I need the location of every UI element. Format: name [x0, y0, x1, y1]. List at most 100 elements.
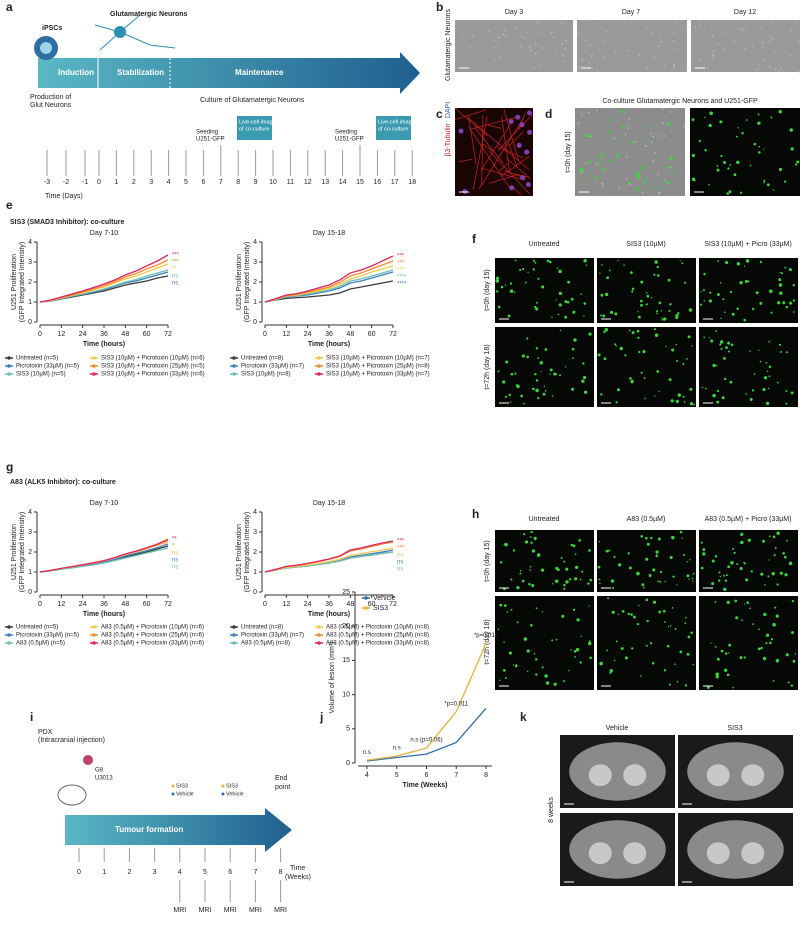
- legend-swatch: [317, 625, 321, 629]
- point-label: *p=0.010: [474, 633, 499, 639]
- texture: [657, 173, 659, 176]
- texture: [673, 66, 676, 69]
- cell: [496, 290, 499, 293]
- label: Glutamatergic Neurons: [110, 11, 188, 18]
- cell: [749, 607, 751, 609]
- texture: [664, 178, 666, 181]
- cell: [570, 543, 574, 547]
- texture: [789, 54, 791, 57]
- cell: [699, 303, 703, 306]
- cell: [504, 677, 507, 680]
- texture: [578, 66, 581, 68]
- cell: [714, 555, 718, 558]
- fiber: [496, 146, 524, 158]
- cell: [784, 266, 787, 269]
- legend-swatch: [92, 356, 96, 360]
- fiber: [455, 108, 488, 136]
- fiber: [472, 115, 488, 190]
- cell: [552, 583, 554, 585]
- mri-label: MRI: [274, 907, 287, 914]
- cell: [608, 119, 611, 122]
- texture: [561, 43, 563, 45]
- cell: [621, 610, 625, 613]
- y-axis-label: U251 Proliferation: [11, 254, 18, 310]
- cell: [636, 329, 640, 333]
- x-axis-label: Time (hours): [83, 341, 125, 348]
- cell: [758, 145, 761, 148]
- nucleus: [458, 128, 464, 134]
- cell: [726, 673, 730, 677]
- cell: [629, 377, 632, 380]
- cell: [732, 547, 735, 550]
- cell: [587, 582, 590, 585]
- stain-label: β3-Tubulin: [445, 123, 452, 156]
- cell: [497, 305, 501, 309]
- timeline-arrow: [38, 52, 420, 94]
- cell: [631, 287, 635, 291]
- column-label: SIS3: [727, 725, 742, 732]
- cell: [643, 142, 646, 146]
- cell: [675, 314, 679, 318]
- cell: [519, 572, 522, 575]
- cell: [745, 119, 748, 121]
- texture: [733, 40, 736, 43]
- cell: [512, 549, 516, 552]
- cell: [609, 159, 612, 162]
- texture: [663, 135, 666, 137]
- texture: [790, 29, 792, 32]
- texture: [520, 45, 522, 48]
- cell: [725, 346, 728, 350]
- cell: [528, 583, 531, 586]
- texture: [756, 68, 758, 70]
- cell: [719, 340, 724, 344]
- cell: [643, 157, 646, 159]
- column-label: Day 3: [505, 9, 523, 16]
- cell: [682, 395, 685, 398]
- cell: [794, 653, 796, 655]
- cell: [700, 566, 704, 570]
- cell: [682, 553, 685, 557]
- cell: [784, 555, 787, 559]
- cell: [782, 552, 785, 555]
- fiber: [480, 119, 514, 172]
- texture: [654, 152, 656, 154]
- texture: [644, 31, 646, 33]
- legend-swatch: [7, 633, 11, 637]
- legend-label: SIS3 (10µM) (n=8): [241, 372, 291, 378]
- cell: [687, 335, 691, 339]
- cell: [534, 305, 537, 308]
- cell: [718, 571, 721, 574]
- micrograph: [495, 258, 594, 323]
- fiber: [518, 112, 526, 130]
- cell: [535, 379, 539, 382]
- cell: [723, 574, 725, 577]
- timeline-arrow: [65, 808, 292, 852]
- brain: [687, 742, 784, 801]
- cell: [675, 343, 677, 346]
- cell: [688, 308, 693, 312]
- cell: [665, 181, 670, 185]
- texture: [613, 137, 615, 140]
- cell: [758, 628, 760, 630]
- cell: [669, 156, 674, 161]
- cell: [649, 642, 653, 645]
- cell: [573, 650, 577, 653]
- cell: [763, 181, 765, 184]
- texture: [769, 65, 771, 68]
- cell: [651, 662, 655, 665]
- cell: [531, 583, 535, 588]
- label: SIS3: [176, 783, 188, 789]
- cell: [575, 565, 579, 569]
- cell: [576, 618, 580, 622]
- cell: [721, 396, 725, 400]
- cell: [791, 631, 794, 634]
- texture: [751, 45, 754, 48]
- brain: [741, 764, 765, 787]
- cell: [785, 305, 789, 309]
- cell: [747, 280, 750, 283]
- cell: [588, 332, 592, 336]
- texture: [461, 33, 463, 36]
- texture: [625, 178, 628, 180]
- texture: [657, 44, 660, 47]
- cell: [676, 360, 679, 363]
